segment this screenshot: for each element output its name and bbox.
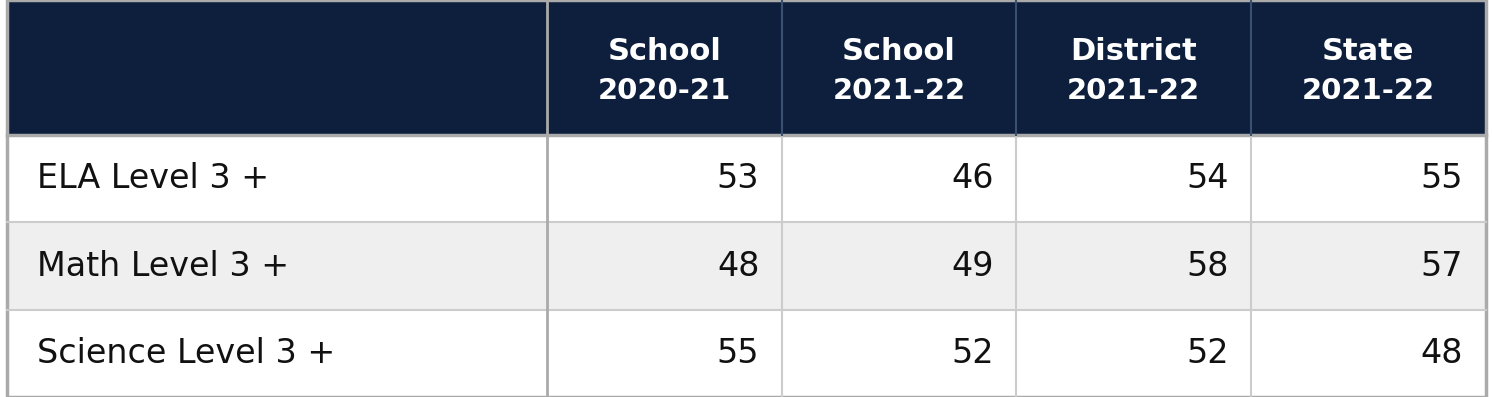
Text: 46: 46: [951, 162, 994, 195]
Text: 57: 57: [1421, 250, 1463, 283]
Text: District: District: [1070, 37, 1197, 66]
Text: 48: 48: [1421, 337, 1463, 370]
Text: Math Level 3 +: Math Level 3 +: [37, 250, 290, 283]
Text: 55: 55: [717, 337, 760, 370]
Text: 55: 55: [1421, 162, 1463, 195]
Text: 2021-22: 2021-22: [833, 77, 966, 105]
Text: ELA Level 3 +: ELA Level 3 +: [37, 162, 269, 195]
Text: 2021-22: 2021-22: [1302, 77, 1435, 105]
Text: 54: 54: [1185, 162, 1229, 195]
Text: 49: 49: [951, 250, 994, 283]
Text: 52: 52: [951, 337, 994, 370]
Text: State: State: [1321, 37, 1414, 66]
Text: School: School: [842, 37, 956, 66]
Text: 2020-21: 2020-21: [597, 77, 732, 105]
Text: 2021-22: 2021-22: [1067, 77, 1200, 105]
Text: 53: 53: [717, 162, 760, 195]
Text: 48: 48: [717, 250, 760, 283]
Text: School: School: [608, 37, 721, 66]
Text: 52: 52: [1185, 337, 1229, 370]
Text: 58: 58: [1185, 250, 1229, 283]
Text: Science Level 3 +: Science Level 3 +: [37, 337, 336, 370]
